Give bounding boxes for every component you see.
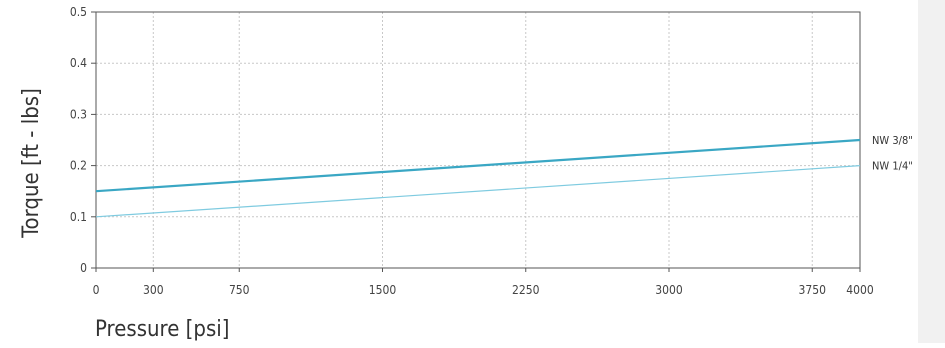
- x-tick-label: 2250: [512, 283, 540, 297]
- y-tick-label: 0: [80, 261, 87, 275]
- x-tick-label: 4000: [846, 283, 874, 297]
- plot-frame: [95, 11, 861, 269]
- ticks: 0 300 750 1500 2250 3000 3750 4000 0 0.1 0.2 0.3 0.4…: [70, 5, 874, 297]
- x-tick-label: 1500: [369, 283, 397, 297]
- y-tick-label: 0.1: [70, 210, 87, 224]
- x-tick-label: 0: [93, 283, 100, 297]
- y-tick-label: 0.2: [70, 159, 87, 173]
- x-tick-label: 3750: [799, 283, 827, 297]
- series-label-1: NW 3/8": [872, 134, 913, 147]
- right-margin-band: [918, 0, 945, 343]
- x-tick-label: 750: [229, 283, 250, 297]
- series-label-2: NW 1/4": [872, 160, 913, 173]
- y-tick-label: 0.3: [70, 107, 87, 121]
- series-line-1: [95, 138, 861, 193]
- y-axis-title: Torque [ft - lbs]: [19, 88, 44, 239]
- x-tick-label: 3000: [655, 283, 683, 297]
- series: [95, 138, 861, 218]
- x-tick-label: 300: [143, 283, 164, 297]
- x-axis-title: Pressure [psi]: [95, 317, 230, 342]
- y-tick-label: 0.5: [70, 5, 87, 19]
- series-labels: NW 3/8" NW 1/4": [872, 134, 913, 173]
- y-tick-label: 0.4: [70, 56, 87, 70]
- grid: [96, 12, 860, 268]
- series-line-2: [95, 165, 861, 218]
